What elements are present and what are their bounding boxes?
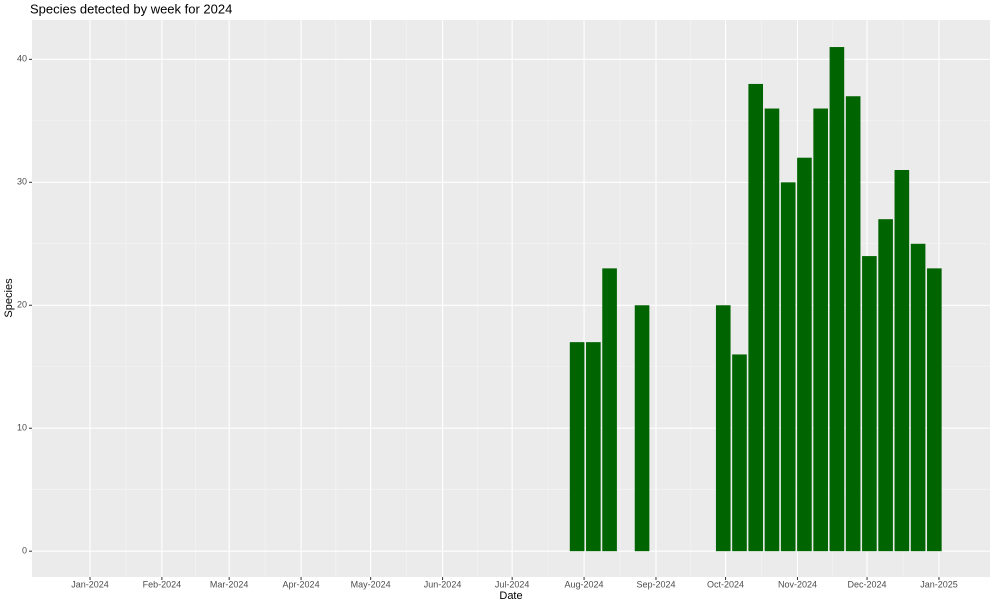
bar (894, 170, 910, 552)
bar (569, 342, 585, 552)
x-tick-label: Sep-2024 (636, 579, 675, 589)
bar (748, 83, 764, 552)
bar (862, 256, 877, 552)
x-tick-label: Jan-2024 (71, 579, 109, 589)
x-tick-label: Nov-2024 (778, 579, 817, 589)
x-axis-label: Date (499, 590, 522, 602)
bar (602, 268, 617, 552)
x-tick-label: May-2024 (351, 579, 391, 589)
bar (878, 219, 893, 552)
y-tick-label: 30 (17, 177, 27, 187)
chart-title: Species detected by week for 2024 (30, 1, 232, 16)
bar (715, 305, 731, 552)
y-tick-label: 10 (17, 423, 27, 433)
bar (634, 305, 650, 552)
bar (732, 354, 747, 552)
bar (797, 157, 812, 552)
x-tick-label: Aug-2024 (565, 579, 604, 589)
bar (910, 243, 926, 552)
bar (813, 108, 828, 552)
bar (845, 96, 861, 552)
x-tick-label: Oct-2024 (707, 579, 744, 589)
x-tick-label: Apr-2024 (283, 579, 320, 589)
x-tick-label: Feb-2024 (143, 579, 182, 589)
bar (927, 268, 942, 552)
x-tick-label: Jan-2025 (920, 579, 958, 589)
x-tick-label: Jul-2024 (495, 579, 530, 589)
bar (586, 342, 601, 552)
bar (780, 182, 796, 552)
y-tick-label: 20 (17, 300, 27, 310)
x-tick-label: Jun-2024 (424, 579, 462, 589)
bar (764, 108, 780, 552)
y-tick-label: 0 (22, 546, 27, 556)
x-tick-label: Dec-2024 (848, 579, 887, 589)
bar (829, 47, 845, 552)
y-tick-label: 40 (17, 54, 27, 64)
x-tick-label: Mar-2024 (210, 579, 249, 589)
y-axis-label: Species (3, 278, 15, 318)
